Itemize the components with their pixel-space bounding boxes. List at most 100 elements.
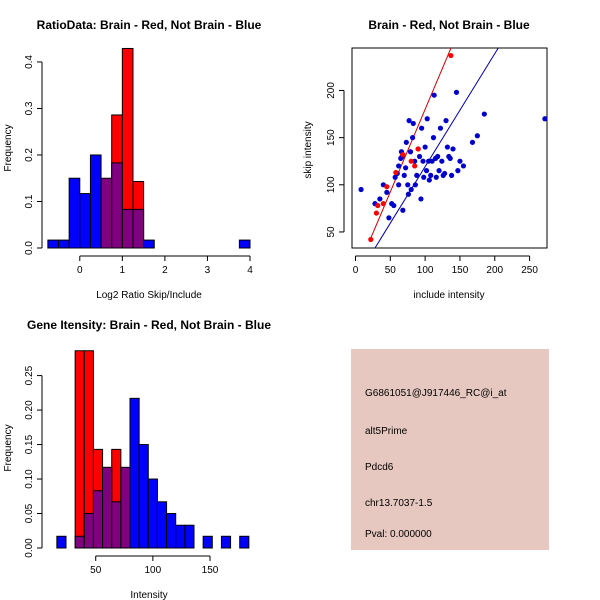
gene-title: Gene Itensity: Brain - Red, Not Brain - …: [27, 318, 271, 332]
scatter-point-not-brain: [420, 158, 426, 164]
scatter-point-not-brain: [447, 155, 453, 161]
gene-y-tick-label: 0.00: [24, 538, 35, 558]
ratio-y-tick-label: 0.4: [24, 55, 35, 69]
scatter-point-not-brain: [435, 153, 441, 160]
scatter-ylabel: skip intensity: [303, 121, 314, 178]
probe-id: G6861051@J917446_RC@i_at: [365, 388, 507, 399]
ratio-x-tick-label: 4: [247, 265, 253, 276]
scatter-point-not-brain: [401, 172, 407, 178]
scatter-point-not-brain: [542, 116, 548, 122]
gene-bar-not-brain: [56, 535, 67, 549]
scatter-point-not-brain: [409, 135, 416, 141]
scatter-point-not-brain: [429, 158, 435, 164]
ratio-bar-not-brain: [100, 177, 113, 249]
scatter-point-not-brain: [400, 207, 406, 213]
ratio-bar-not-brain: [89, 154, 102, 249]
ratio-bar-not-brain: [132, 208, 145, 249]
gene-bars: [56, 350, 250, 549]
info-panel: G6861051@J917446_RC@i_at alt5Prime Pdcd6…: [351, 349, 549, 550]
scatter-point-not-brain: [428, 172, 434, 178]
scatter-point-not-brain: [414, 172, 420, 178]
chromosome-location: chr13.7037-1.5: [365, 498, 433, 509]
scatter-point-not-brain: [396, 182, 402, 188]
ratio-y-tick-label: 0.3: [24, 101, 35, 115]
scatter-point-not-brain: [416, 153, 423, 160]
ratio-bar-not-brain: [68, 177, 81, 249]
ratio-y-tick-label: 0.0: [24, 241, 35, 255]
gene-y-tick-label: 0.20: [24, 400, 35, 420]
scatter-y-tick-label: 100: [326, 176, 337, 193]
ratio-bar-not-brain: [121, 208, 134, 249]
scatter-point-brain: [415, 146, 421, 152]
scatter-axes: 0 50 100 150 200 250 50 100 150 200: [326, 82, 538, 276]
scatter-point-not-brain: [419, 125, 425, 131]
scatter-point-not-brain: [436, 168, 442, 174]
ratio-x-tick-label: 3: [205, 265, 211, 276]
scatter-point-not-brain: [391, 202, 397, 209]
gene-bar-not-brain: [220, 535, 232, 549]
scatter-point-not-brain: [474, 133, 480, 139]
event-type: alt5Prime: [365, 426, 408, 437]
scatter-x-tick-label: 50: [385, 265, 397, 276]
ratio-bar-not-brain: [79, 193, 91, 249]
scatter-point-not-brain: [442, 170, 448, 177]
ratio-axes: 0 1 2 3 4 0.0 0.1 0.2 0.3 0.4: [24, 55, 253, 276]
scatter-point-not-brain: [455, 168, 461, 174]
scatter-point-not-brain: [469, 139, 476, 145]
gene-y-tick-label: 0.10: [24, 469, 35, 489]
scatter-point-brain: [400, 152, 406, 158]
ratio-bars: [47, 47, 251, 249]
gene-bar-not-brain: [120, 466, 131, 549]
ratio-xlabel: Log2 Ratio Skip/Include: [96, 290, 202, 301]
scatter-point-not-brain: [426, 177, 432, 183]
scatter-point-not-brain: [396, 163, 402, 169]
scatter-point-not-brain: [405, 182, 411, 188]
gene-histogram: Gene Itensity: Brain - Red, Not Brain - …: [3, 318, 271, 600]
gene-y-tick-label: 0.25: [24, 365, 35, 385]
scatter-point-not-brain: [421, 174, 427, 180]
ratio-x-tick-label: 2: [162, 265, 168, 276]
scatter-point-brain: [412, 163, 418, 169]
scatter-point-not-brain: [443, 118, 449, 124]
scatter-point-not-brain: [437, 125, 444, 131]
scatter-xlabel: include intensity: [413, 290, 484, 301]
scatter-y-tick-label: 200: [326, 82, 337, 99]
gene-xlabel: Intensity: [130, 590, 167, 600]
gene-name: Pdcd6: [365, 462, 394, 473]
ratio-bar-not-brain: [111, 162, 123, 249]
ratio-histogram: RatioData: Brain - Red, Not Brain - Blue…: [3, 18, 262, 301]
ratio-y-tick-label: 0.2: [24, 148, 35, 162]
scatter-x-tick-label: 150: [452, 265, 469, 276]
scatter-fit-line: [368, 48, 452, 242]
scatter-point-brain: [393, 169, 399, 176]
gene-bar-not-brain: [239, 535, 250, 549]
scatter-point-not-brain: [405, 191, 412, 197]
scatter-point-not-brain: [457, 158, 463, 164]
scatter-point-brain: [368, 236, 374, 243]
gene-bar-not-brain: [129, 397, 140, 549]
scatter-point-brain: [380, 201, 386, 207]
scatter-point-not-brain: [410, 120, 416, 127]
scatter-point-brain: [375, 202, 381, 209]
scatter-x-tick-label: 0: [353, 265, 359, 276]
scatter-point-brain: [373, 210, 379, 216]
scatter-plot-frame: [351, 47, 548, 249]
ratio-title: RatioData: Brain - Red, Not Brain - Blue: [37, 18, 262, 32]
ratio-bar-not-brain: [58, 239, 70, 249]
scatter-point-brain: [384, 184, 390, 190]
gene-bar-not-brain: [184, 524, 195, 549]
scatter-point-not-brain: [444, 144, 451, 150]
gene-bar-not-brain: [83, 513, 94, 549]
gene-bar-brain: [74, 350, 85, 549]
scatter-point-not-brain: [406, 118, 412, 124]
gene-y-tick-label: 0.05: [24, 503, 35, 523]
gene-bar-not-brain: [138, 444, 149, 549]
gene-x-tick-label: 100: [145, 565, 162, 576]
gene-x-tick-label: 50: [90, 565, 102, 576]
scatter-points: [358, 52, 548, 243]
scatter-point-not-brain: [424, 116, 430, 122]
scatter-point-not-brain: [439, 158, 445, 164]
gene-bar-not-brain: [102, 466, 113, 549]
